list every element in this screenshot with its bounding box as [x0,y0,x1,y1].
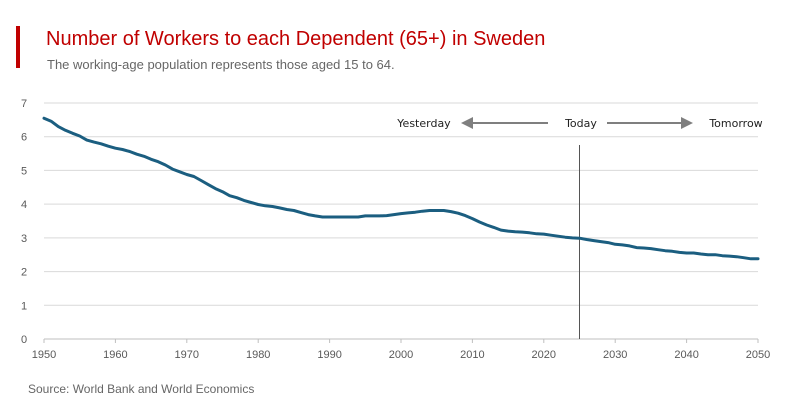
x-tick-label-1980: 1980 [246,349,270,361]
chart-subtitle: The working-age population represents th… [47,57,395,72]
gridlines [44,102,758,306]
tomorrow-label: Tomorrow [708,117,762,130]
x-tick-label-1960: 1960 [103,349,127,361]
left-arrow-head [461,117,473,129]
y-tick-label-7: 7 [21,98,27,110]
y-tick-label-1: 1 [21,300,27,312]
yesterday-label: Yesterday [396,117,451,130]
x-tick-label-2010: 2010 [460,349,484,361]
x-tick-label-2050: 2050 [746,349,770,361]
title-accent-bar [16,26,20,68]
x-tick-label-1970: 1970 [175,349,199,361]
source-note: Source: World Bank and World Economics [28,382,255,396]
y-tick-label-0: 0 [21,334,27,346]
x-tick-label-2000: 2000 [389,349,413,361]
y-axis-ticks: 0 1 2 3 4 5 6 7 [21,98,27,346]
x-tick-label-2030: 2030 [603,349,627,361]
y-tick-label-5: 5 [21,165,27,177]
chart-title: Number of Workers to each Dependent (65+… [46,28,546,50]
y-tick-label-3: 3 [21,233,27,245]
y-tick-label-4: 4 [21,199,27,211]
y-tick-label-2: 2 [21,267,27,279]
right-arrow-head [681,117,693,129]
y-tick-label-6: 6 [21,132,27,144]
x-axis-ticks: 1950 1960 1970 1980 1990 2000 2010 2020 2030 2040… [32,339,770,361]
x-tick-label-2040: 2040 [674,349,698,361]
x-tick-label-1950: 1950 [32,349,56,361]
right-arrow-icon [607,117,693,129]
left-arrow-icon [461,117,548,129]
x-tick-label-1990: 1990 [317,349,341,361]
x-tick-label-2020: 2020 [532,349,556,361]
today-label: Today [564,117,597,130]
series-line [42,116,760,261]
